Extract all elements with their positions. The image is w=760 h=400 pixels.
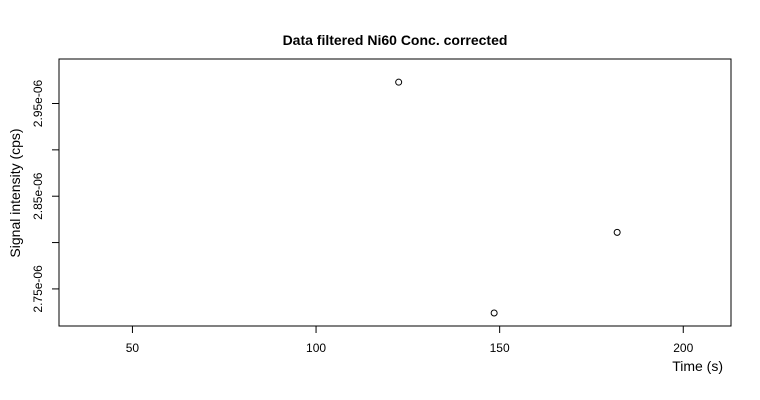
y-axis-label: Signal intensity (cps): [7, 128, 23, 257]
x-axis-label: Time (s): [672, 358, 723, 374]
plot-frame: [58, 58, 732, 327]
y-tick-label: 2.85e-06: [31, 172, 45, 220]
x-tick-label: 50: [126, 341, 140, 355]
data-point: [395, 78, 403, 86]
chart-title: Data filtered Ni60 Conc. corrected: [283, 32, 508, 48]
data-point: [490, 309, 498, 317]
x-tick-label: 100: [306, 341, 326, 355]
x-axis: 50 100 150 200: [126, 326, 694, 355]
y-tick-label: 2.75e-06: [31, 265, 45, 313]
y-tick-label: 2.95e-06: [31, 79, 45, 127]
y-axis: 2.75e-06 2.85e-06 2.95e-06: [31, 79, 59, 313]
x-tick-label: 200: [673, 341, 693, 355]
data-point: [613, 228, 621, 236]
data-points: [395, 78, 621, 317]
x-tick-label: 150: [490, 341, 510, 355]
